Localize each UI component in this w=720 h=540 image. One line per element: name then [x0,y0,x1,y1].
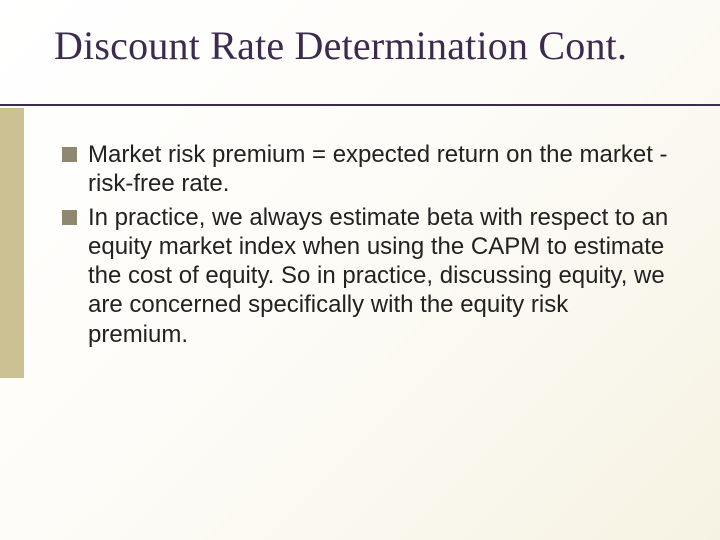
title-wrap: Discount Rate Determination Cont. [54,22,680,69]
list-item: Market risk premium = expected return on… [62,140,670,199]
square-bullet-icon [62,147,77,162]
bullet-text: Market risk premium = expected return on… [88,141,668,197]
square-bullet-icon [62,210,77,225]
bullet-text: In practice, we always estimate beta wit… [88,204,668,348]
slide-title: Discount Rate Determination Cont. [54,22,680,69]
title-underline [0,104,720,106]
slide: Discount Rate Determination Cont. Market… [0,0,720,540]
list-item: In practice, we always estimate beta wit… [62,203,670,349]
side-accent-bar [0,108,24,378]
slide-body: Market risk premium = expected return on… [62,140,670,353]
